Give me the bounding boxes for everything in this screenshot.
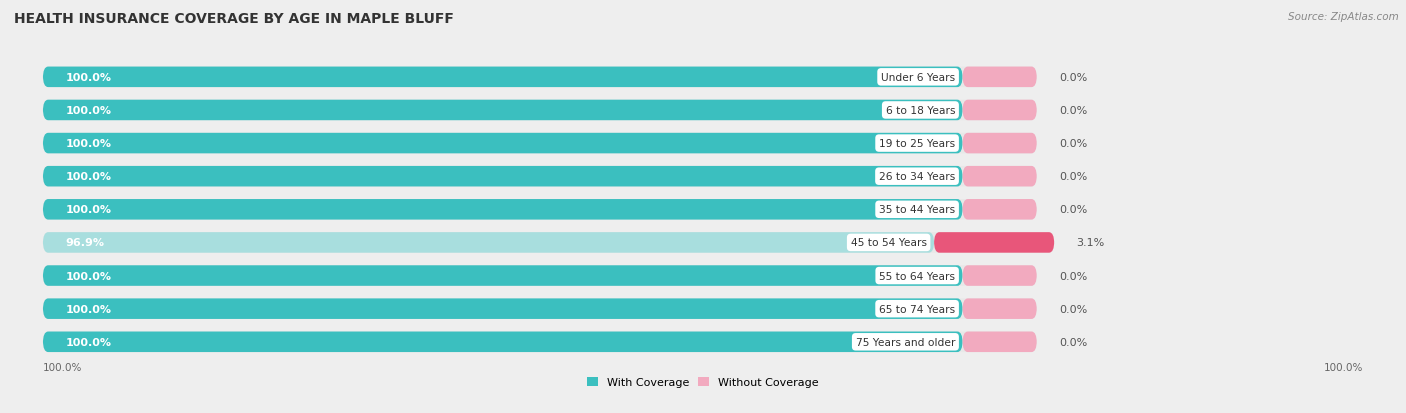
Text: 100.0%: 100.0% <box>65 337 111 347</box>
FancyBboxPatch shape <box>44 266 1036 286</box>
Text: 96.9%: 96.9% <box>65 238 104 248</box>
Text: 55 to 64 Years: 55 to 64 Years <box>879 271 955 281</box>
Text: 100.0%: 100.0% <box>65 139 111 149</box>
Text: 0.0%: 0.0% <box>1059 139 1087 149</box>
FancyBboxPatch shape <box>44 299 1036 319</box>
FancyBboxPatch shape <box>963 166 1036 187</box>
Text: 100.0%: 100.0% <box>65 106 111 116</box>
FancyBboxPatch shape <box>963 133 1036 154</box>
Text: 19 to 25 Years: 19 to 25 Years <box>879 139 955 149</box>
FancyBboxPatch shape <box>963 266 1036 286</box>
FancyBboxPatch shape <box>44 100 1036 121</box>
FancyBboxPatch shape <box>963 199 1036 220</box>
Legend: With Coverage, Without Coverage: With Coverage, Without Coverage <box>582 373 824 392</box>
FancyBboxPatch shape <box>44 166 1036 187</box>
FancyBboxPatch shape <box>44 299 963 319</box>
FancyBboxPatch shape <box>44 233 934 253</box>
Text: 100.0%: 100.0% <box>65 271 111 281</box>
Text: 100.0%: 100.0% <box>65 73 111 83</box>
Text: 0.0%: 0.0% <box>1059 337 1087 347</box>
Text: 100.0%: 100.0% <box>1323 362 1362 372</box>
Text: 0.0%: 0.0% <box>1059 205 1087 215</box>
FancyBboxPatch shape <box>963 100 1036 121</box>
FancyBboxPatch shape <box>44 199 963 220</box>
FancyBboxPatch shape <box>963 299 1036 319</box>
FancyBboxPatch shape <box>44 266 963 286</box>
Text: 35 to 44 Years: 35 to 44 Years <box>879 205 955 215</box>
FancyBboxPatch shape <box>44 332 1036 352</box>
Text: Source: ZipAtlas.com: Source: ZipAtlas.com <box>1288 12 1399 22</box>
Text: 0.0%: 0.0% <box>1059 106 1087 116</box>
Text: 0.0%: 0.0% <box>1059 304 1087 314</box>
FancyBboxPatch shape <box>963 67 1036 88</box>
FancyBboxPatch shape <box>44 133 1036 154</box>
FancyBboxPatch shape <box>44 332 963 352</box>
Text: HEALTH INSURANCE COVERAGE BY AGE IN MAPLE BLUFF: HEALTH INSURANCE COVERAGE BY AGE IN MAPL… <box>14 12 454 26</box>
Text: 0.0%: 0.0% <box>1059 172 1087 182</box>
Text: 6 to 18 Years: 6 to 18 Years <box>886 106 955 116</box>
FancyBboxPatch shape <box>44 166 963 187</box>
Text: 100.0%: 100.0% <box>65 172 111 182</box>
FancyBboxPatch shape <box>934 233 1054 253</box>
Text: 0.0%: 0.0% <box>1059 73 1087 83</box>
Text: Under 6 Years: Under 6 Years <box>882 73 955 83</box>
Text: 26 to 34 Years: 26 to 34 Years <box>879 172 955 182</box>
Text: 100.0%: 100.0% <box>65 304 111 314</box>
FancyBboxPatch shape <box>44 133 963 154</box>
FancyBboxPatch shape <box>44 199 1036 220</box>
Text: 3.1%: 3.1% <box>1077 238 1105 248</box>
Text: 65 to 74 Years: 65 to 74 Years <box>879 304 955 314</box>
Text: 100.0%: 100.0% <box>65 205 111 215</box>
Text: 75 Years and older: 75 Years and older <box>856 337 955 347</box>
Text: 45 to 54 Years: 45 to 54 Years <box>851 238 927 248</box>
FancyBboxPatch shape <box>44 67 1036 88</box>
FancyBboxPatch shape <box>44 100 963 121</box>
FancyBboxPatch shape <box>44 67 963 88</box>
FancyBboxPatch shape <box>963 332 1036 352</box>
FancyBboxPatch shape <box>44 233 1054 253</box>
Text: 100.0%: 100.0% <box>44 362 83 372</box>
Text: 0.0%: 0.0% <box>1059 271 1087 281</box>
